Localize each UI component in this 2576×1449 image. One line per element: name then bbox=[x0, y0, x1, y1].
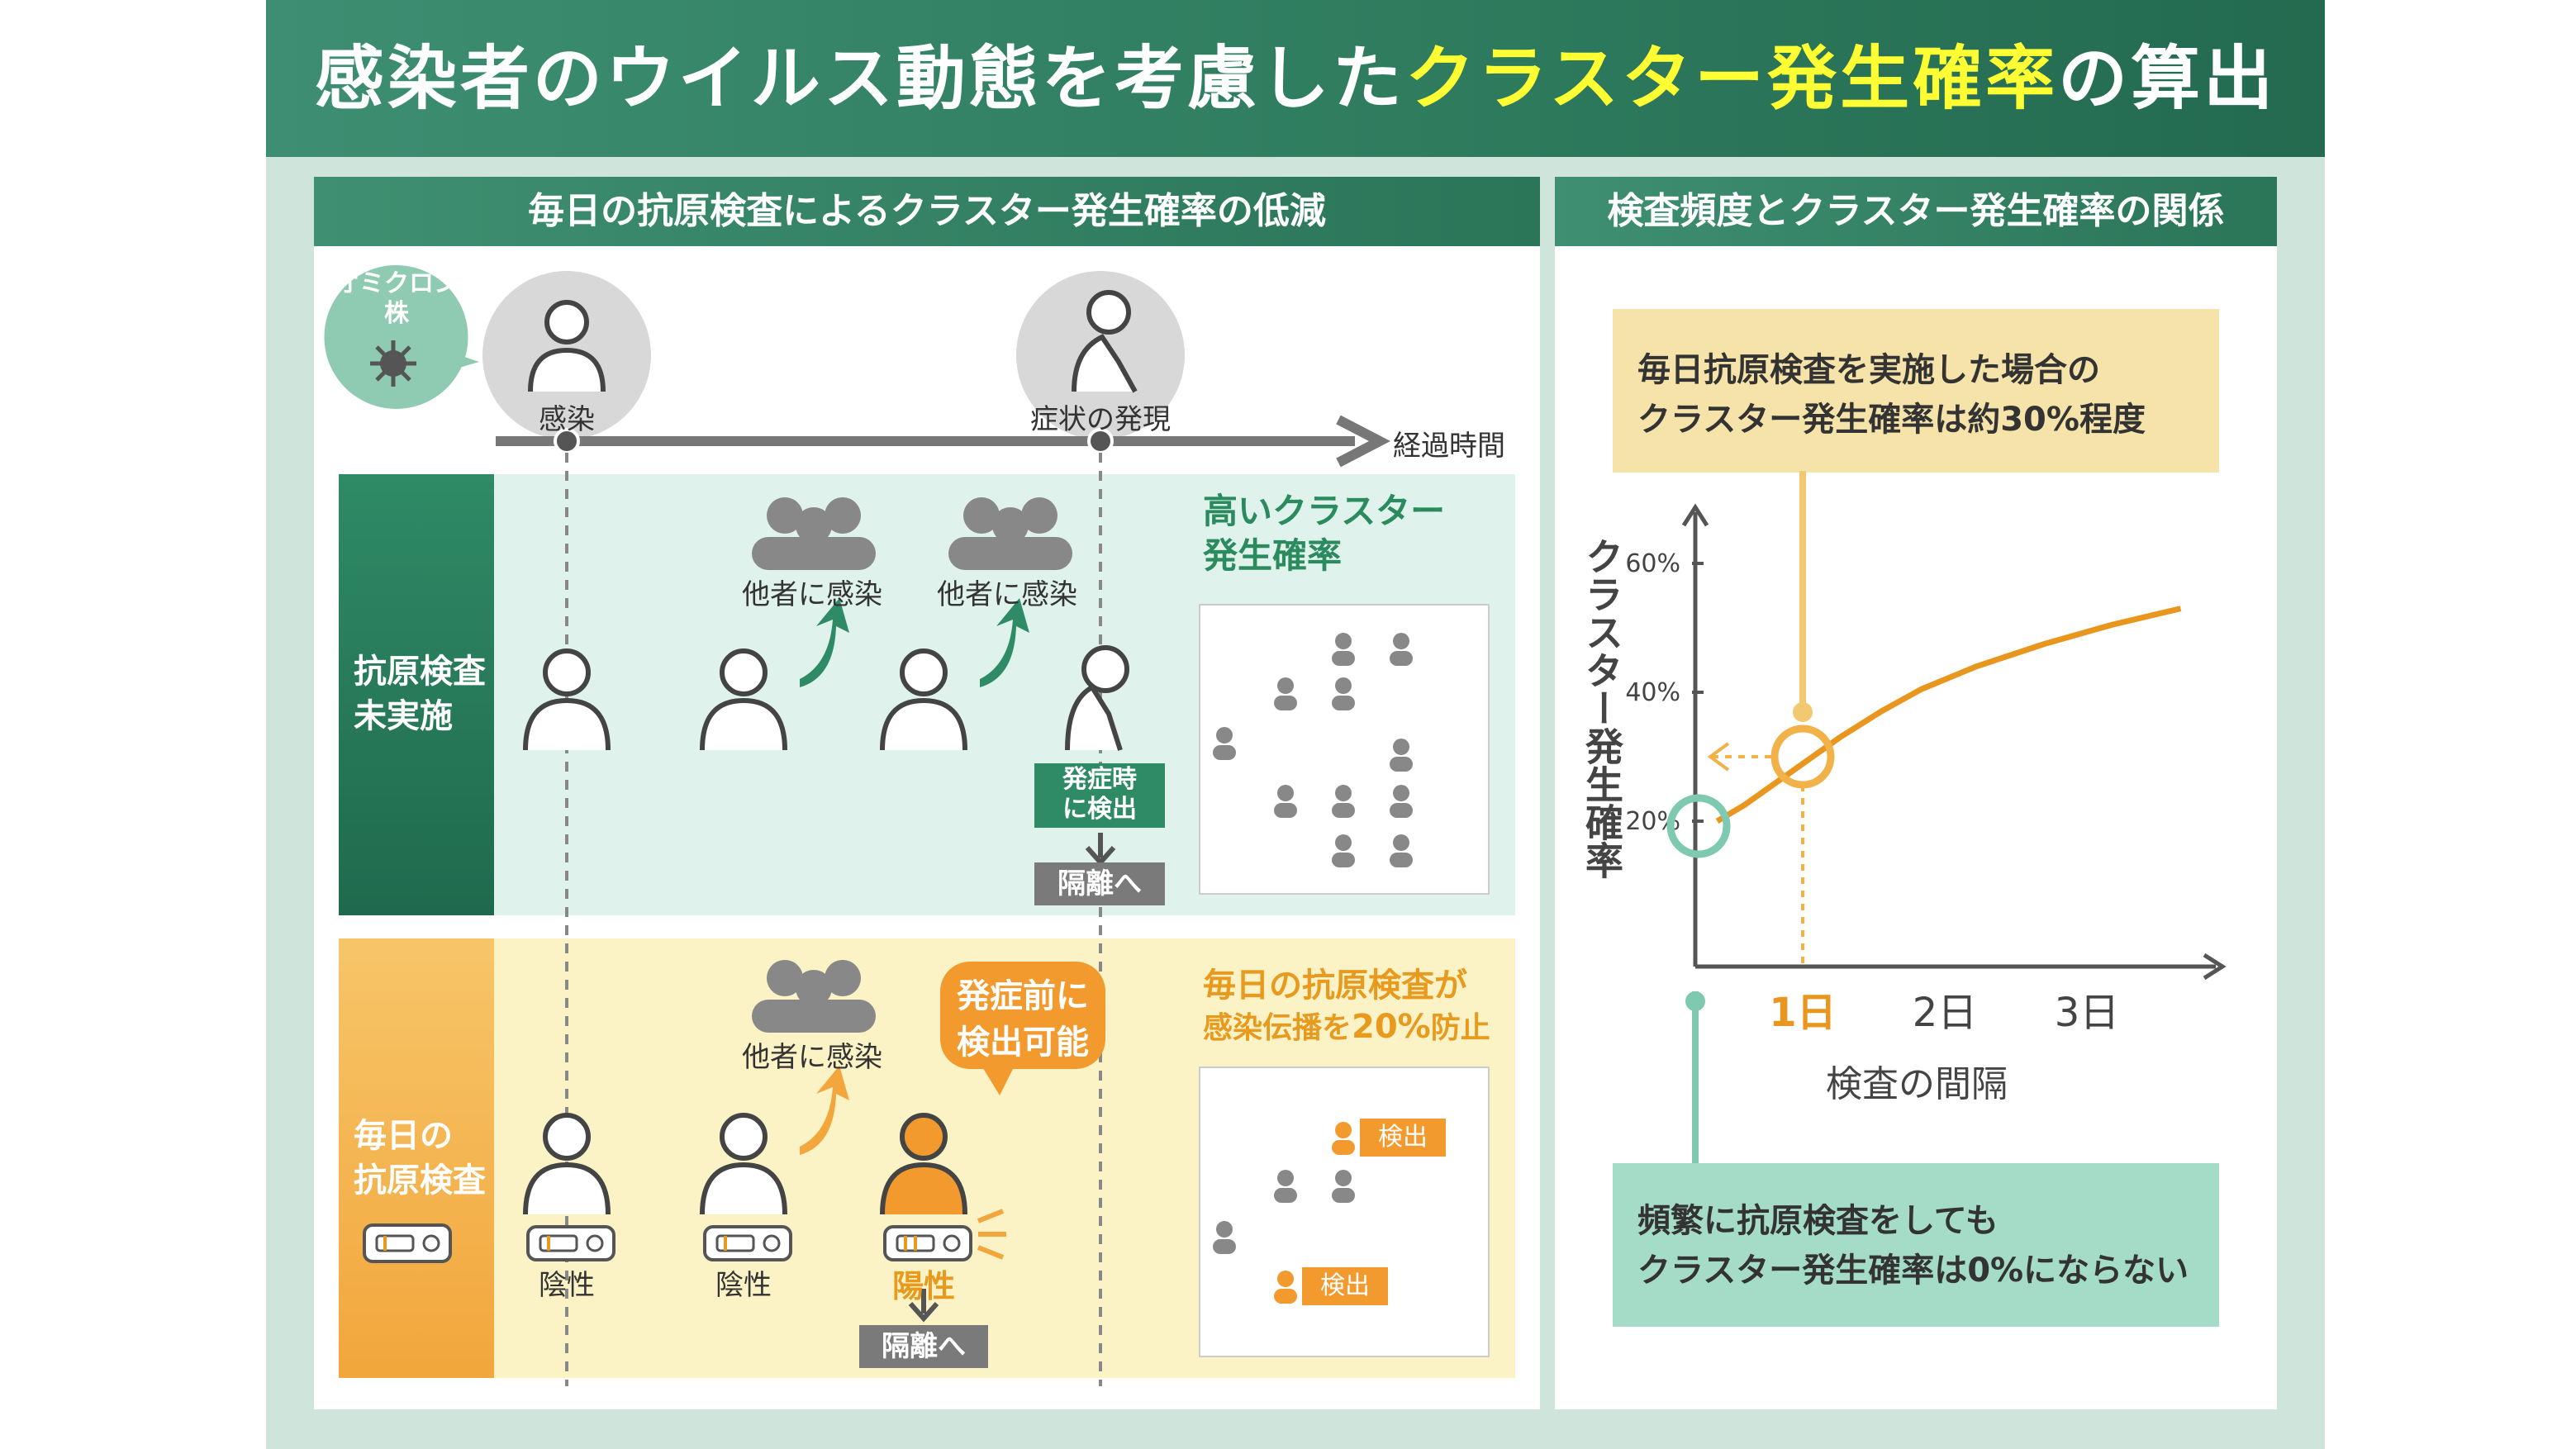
row1-arrows bbox=[800, 598, 1029, 687]
detected-tag-1: 検出 bbox=[1360, 1119, 1446, 1157]
y-tick-label: 60% bbox=[1625, 549, 1680, 578]
negative-label-1: 陰性 bbox=[539, 1269, 595, 1302]
chart-ylabel: クラスター発生確率 bbox=[1580, 537, 1624, 879]
row2-infect-caption: 他者に感染 bbox=[742, 1041, 882, 1074]
x-tick-label: 3日 bbox=[2055, 990, 2120, 1036]
row2-title-line2-b: 20% bbox=[1352, 1008, 1431, 1046]
detect-at-onset-box: 発症時 に検出 bbox=[1034, 763, 1165, 828]
marker-daily bbox=[1770, 724, 1835, 789]
callout-daily-test: 毎日抗原検査を実施した場合の クラスター発生確率は約30%程度 bbox=[1613, 309, 2219, 473]
row2-label-box bbox=[339, 938, 494, 1378]
antigen-test-icon bbox=[363, 1223, 452, 1263]
row1-people bbox=[523, 645, 1129, 751]
callout-bottom-line1: 頻繁に抗原検査をしても bbox=[1637, 1202, 1999, 1240]
row2-crowd bbox=[752, 960, 876, 1033]
row2-isolate-box: 隔離へ bbox=[859, 1325, 988, 1368]
series-line bbox=[1715, 606, 2182, 824]
bubble-line2: 検出可能 bbox=[957, 1024, 1089, 1062]
detect-line1: 発症時 bbox=[1062, 765, 1137, 794]
callout-never-zero: 頻繁に抗原検査をしても クラスター発生確率は0%にならない bbox=[1613, 1163, 2219, 1327]
row1-infect-caption-2: 他者に感染 bbox=[937, 578, 1077, 611]
row2-title-line2-c: 防止 bbox=[1430, 1011, 1490, 1045]
title-highlight: クラスター発生確率 bbox=[1404, 38, 2059, 119]
probability-chart: 20%40%60%1日 2日 3日 bbox=[1625, 471, 2227, 1163]
row2-title-line1: 毎日の抗原検査が bbox=[1203, 967, 1467, 1005]
elapsed-time-label: 経過時間 bbox=[1393, 430, 1505, 463]
detected-tag-2: 検出 bbox=[1302, 1267, 1388, 1305]
omicron-label: オミクロン 株 bbox=[314, 269, 479, 329]
omicron-label-line2: 株 bbox=[384, 299, 409, 328]
positive-person bbox=[880, 1113, 967, 1215]
row2-title-line2: 感染伝播を20%防止 bbox=[1203, 1006, 1517, 1049]
row1-isolate-box: 隔離へ bbox=[1034, 862, 1165, 905]
bubble-line1: 発症前に bbox=[957, 977, 1089, 1015]
row1-title-line2: 発生確率 bbox=[1203, 535, 1343, 576]
infection-label: 感染 bbox=[539, 403, 595, 436]
positive-label: 陽性 bbox=[891, 1268, 955, 1304]
row2-title: 毎日の抗原検査が 感染伝播を20%防止 bbox=[1203, 965, 1517, 1049]
row1-title: 高いクラスター 発生確率 bbox=[1203, 489, 1500, 578]
row1-title-line1: 高いクラスター bbox=[1203, 491, 1446, 531]
row1-label-line1: 抗原検査 bbox=[354, 653, 486, 691]
row2-label-line2: 抗原検査 bbox=[354, 1162, 486, 1200]
row2-people bbox=[523, 1113, 787, 1215]
callout-top-line2: クラスター発生確率は約30%程度 bbox=[1637, 401, 2146, 439]
page-title: 感染者のウイルス動態を考慮したクラスター発生確率の算出 bbox=[266, 0, 2325, 157]
row1-label: 抗原検査 未実施 bbox=[339, 649, 509, 739]
pre-onset-bubble: 発症前に 検出可能 bbox=[940, 962, 1105, 1069]
negative-label-2: 陰性 bbox=[715, 1269, 772, 1302]
marker-zero-interval bbox=[1666, 794, 1731, 858]
row1-label-line2: 未実施 bbox=[354, 697, 453, 735]
row2-label-line1: 毎日の bbox=[354, 1117, 453, 1155]
x-tick-label: 2日 bbox=[1913, 990, 1978, 1036]
timeline-diagram bbox=[319, 260, 1490, 1386]
callout-bottom-line2: クラスター発生確率は0%にならない bbox=[1637, 1252, 2189, 1290]
omicron-label-line1: オミクロン bbox=[335, 269, 459, 298]
title-suffix: の算出 bbox=[2058, 38, 2277, 119]
title-prefix: 感染者のウイルス動態を考慮した bbox=[314, 38, 1405, 119]
row2-label: 毎日の 抗原検査 bbox=[339, 1114, 509, 1203]
right-section-header: 検査頻度とクラスター発生確率の関係 bbox=[1555, 177, 2277, 246]
row2-arrow bbox=[800, 1066, 849, 1155]
omicron-badge bbox=[319, 260, 479, 414]
y-tick-label: 40% bbox=[1625, 678, 1680, 707]
row2-test-strips bbox=[526, 1209, 1006, 1261]
marker-daily-arrow bbox=[1707, 742, 1730, 772]
left-section-header: 毎日の抗原検査によるクラスター発生確率の低減 bbox=[314, 177, 1540, 246]
row2-title-line2-a: 感染伝播を bbox=[1203, 1011, 1352, 1045]
row1-infect-caption-1: 他者に感染 bbox=[742, 578, 882, 611]
symptom-label: 症状の発現 bbox=[1030, 403, 1171, 436]
bubble-tail bbox=[981, 1066, 1015, 1095]
x-tick-label: 1日 bbox=[1769, 990, 1836, 1036]
callout-top-line1: 毎日抗原検査を実施した場合の bbox=[1637, 351, 2100, 389]
detect-line2: に検出 bbox=[1062, 795, 1137, 824]
chart-xlabel: 検査の間隔 bbox=[1826, 1063, 2008, 1105]
row1-label-box bbox=[339, 474, 494, 915]
spread-diagram-row2 bbox=[1213, 1122, 1355, 1304]
spread-diagram-row1 bbox=[1213, 633, 1413, 867]
row1-crowds bbox=[752, 497, 1072, 570]
